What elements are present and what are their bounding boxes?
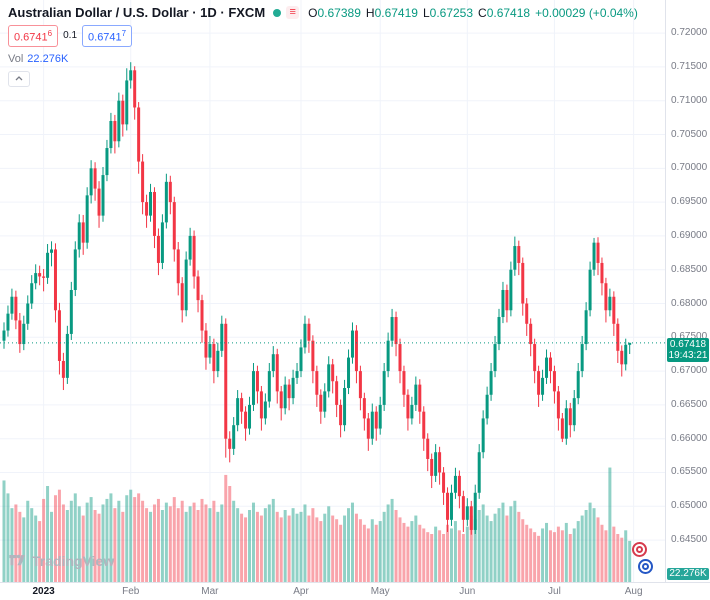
volume-label: Vol — [8, 52, 24, 65]
time-tick-label: Mar — [201, 586, 219, 597]
chart-legend: Australian Dollar / U.S. Dollar · 1D · F… — [8, 5, 638, 87]
price-tick-label: 0.70000 — [671, 162, 708, 174]
collapse-legend-button[interactable] — [8, 70, 30, 87]
price-axis[interactable]: 0.67418 19:43:21 22.276K 0.72000 0.71500 0… — [665, 0, 710, 582]
price-tick-label: 0.64500 — [671, 534, 708, 546]
ask-price-button[interactable]: 0.67417 — [82, 25, 133, 47]
last-price-value: 0.67418 — [669, 338, 707, 350]
time-tick-label: 2023 — [32, 586, 55, 597]
volume-legend-row[interactable]: Vol 22.276K — [8, 53, 638, 65]
price-tick-label: 0.69000 — [671, 229, 708, 241]
bid-ask-row: 0.67416 0.1 0.67417 — [8, 25, 638, 47]
price-tick-label: 0.68000 — [671, 297, 708, 309]
chevron-up-icon — [15, 76, 23, 81]
candlestick-chart[interactable] — [0, 0, 665, 582]
time-tick-label: Jun — [459, 586, 476, 597]
low-label: L — [422, 5, 430, 20]
bar-countdown: 19:43:21 — [668, 349, 708, 361]
symbol-title[interactable]: Australian Dollar / U.S. Dollar · 1D · F… — [8, 5, 266, 20]
market-status-dot-icon[interactable] — [273, 8, 282, 17]
low-value: 0.67253 — [429, 5, 474, 20]
tradingview-mark-icon — [9, 554, 26, 566]
menu-lines-icon[interactable]: ≡ — [286, 6, 300, 19]
price-tick-label: 0.71000 — [671, 94, 708, 106]
price-chart-pane[interactable]: Australian Dollar / U.S. Dollar · 1D · F… — [0, 0, 665, 582]
price-tick-label: 0.67500 — [671, 331, 708, 343]
corner-badges — [623, 542, 653, 576]
price-tick-label: 0.65500 — [671, 466, 708, 478]
price-tick-label: 0.65000 — [671, 500, 708, 512]
last-price-label: 0.67418 19:43:21 — [667, 337, 709, 362]
high-label: H — [365, 5, 375, 20]
time-tick-label: Feb — [122, 586, 140, 597]
target-icon-red[interactable] — [632, 542, 647, 557]
open-value: 0.67389 — [317, 5, 361, 20]
price-tick-label: 0.69500 — [671, 196, 708, 208]
price-tick-label: 0.70500 — [671, 128, 708, 140]
time-tick-label: Apr — [293, 586, 309, 597]
time-tick-label: Jul — [548, 586, 561, 597]
price-tick-label: 0.71500 — [671, 60, 708, 72]
price-tick-label: 0.67000 — [671, 365, 708, 377]
price-tick-label: 0.68500 — [671, 263, 708, 275]
ask-sup-digit: 7 — [121, 29, 127, 38]
high-value: 0.67419 — [374, 5, 418, 20]
volume-axis-badge: 22.276K — [667, 568, 709, 580]
tradingview-logo[interactable]: TradingView — [8, 551, 114, 570]
price-tick-label: 0.66500 — [671, 398, 708, 410]
time-tick-label: Aug — [624, 586, 643, 597]
target-icon-blue[interactable] — [638, 559, 653, 574]
time-tick-label: May — [370, 586, 390, 597]
legend-title-row: Australian Dollar / U.S. Dollar · 1D · F… — [8, 5, 638, 20]
spread-value: 0.1 — [63, 30, 78, 42]
open-label: O — [308, 5, 318, 20]
time-axis[interactable]: 2023 Feb Mar Apr May Jun Jul Aug — [0, 582, 710, 600]
change-value: +0.00029 (+0.04%) — [535, 5, 638, 20]
price-tick-label: 0.72000 — [671, 27, 708, 39]
price-tick-label: 0.66000 — [671, 432, 708, 444]
tradingview-logo-text: TradingView — [32, 552, 115, 569]
ohlc-readout: O0.67389 H0.67419 L0.67253 C0.67418 +0.0… — [308, 6, 638, 20]
volume-value: 22.276K — [27, 52, 69, 65]
bid-sup-digit: 6 — [47, 29, 53, 38]
close-label: C — [478, 5, 487, 20]
close-value: 0.67418 — [486, 5, 531, 20]
bid-price-button[interactable]: 0.67416 — [8, 25, 59, 47]
